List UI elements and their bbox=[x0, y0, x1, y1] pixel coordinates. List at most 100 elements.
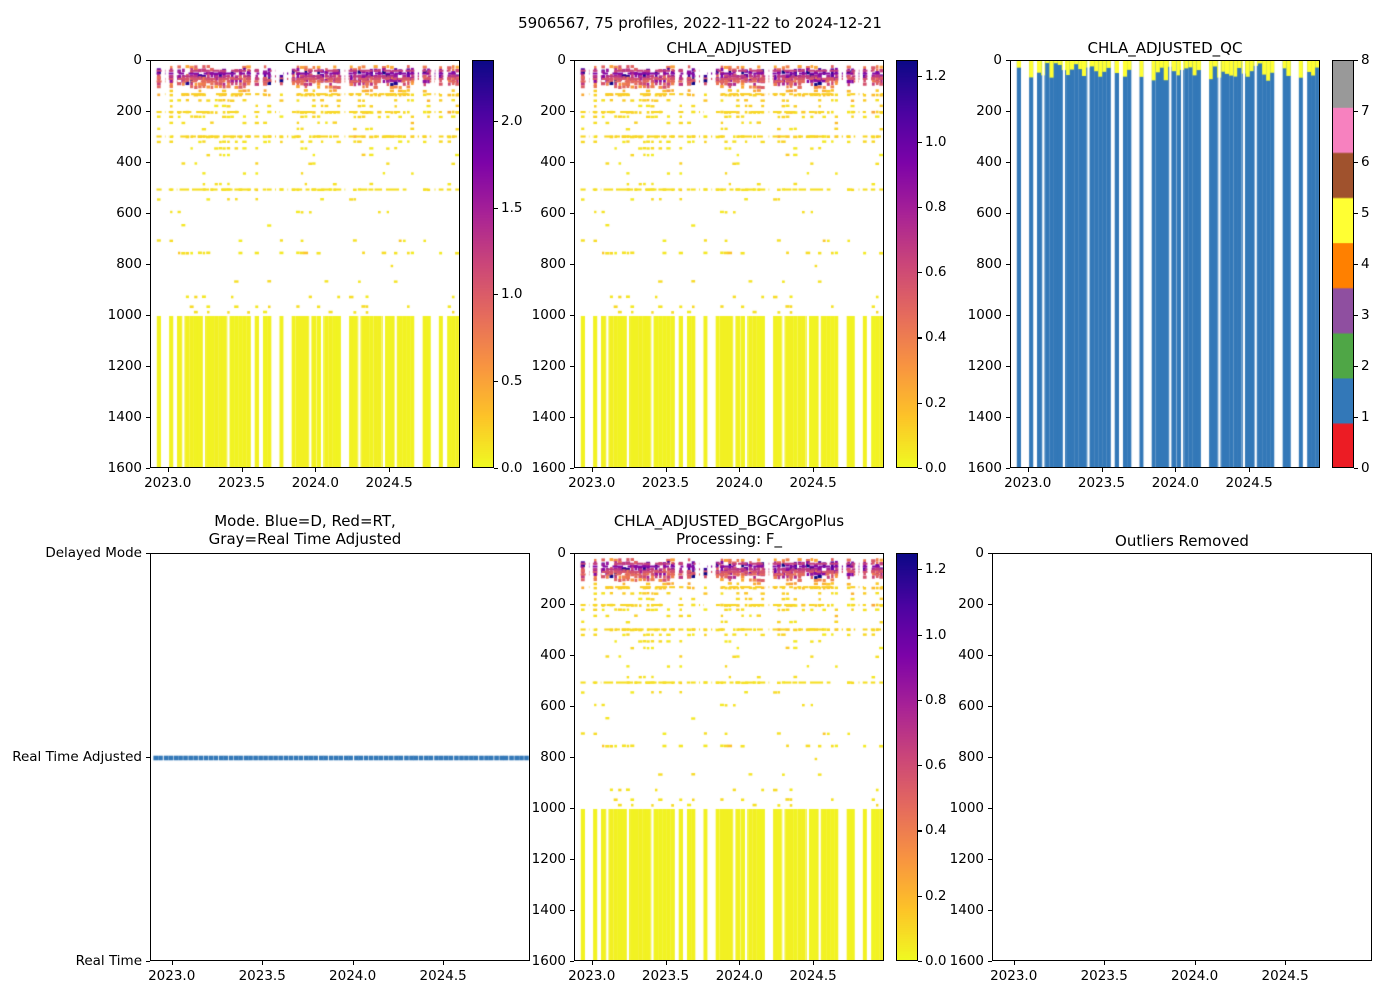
x-tick bbox=[813, 961, 815, 965]
x-tick bbox=[1249, 468, 1251, 472]
x-tick-label: 2023.0 bbox=[1004, 475, 1052, 491]
y-tick-label: 600 bbox=[958, 698, 984, 714]
colorbar-tick bbox=[1354, 60, 1358, 62]
y-tick bbox=[146, 264, 150, 266]
x-tick bbox=[443, 961, 445, 965]
x-tick-label: 2024.0 bbox=[291, 475, 339, 491]
chla-adjusted-qc-axes[interactable] bbox=[1010, 60, 1320, 468]
colorbar-tick-label: 0.0 bbox=[501, 460, 523, 476]
y-tick bbox=[570, 111, 574, 113]
x-tick-label: 2024.0 bbox=[715, 968, 763, 984]
y-tick bbox=[1006, 162, 1010, 164]
bgcargoplus-title: CHLA_ADJUSTED_BGCArgoPlus Processing: F_ bbox=[574, 512, 884, 548]
x-tick-label: 2023.0 bbox=[144, 475, 192, 491]
y-tick bbox=[146, 315, 150, 317]
chla-adjusted-qc-colorbar[interactable] bbox=[1332, 60, 1354, 468]
outliers-removed-title: Outliers Removed bbox=[1115, 532, 1249, 550]
colorbar-tick bbox=[918, 272, 922, 274]
chla-adjusted-colorbar[interactable] bbox=[896, 60, 918, 468]
colorbar-tick bbox=[1354, 366, 1358, 368]
chla-colorbar-gradient bbox=[473, 61, 493, 467]
x-tick-label: 2024.0 bbox=[1171, 968, 1219, 984]
y-tick-label: 0 bbox=[557, 545, 566, 561]
y-tick bbox=[1006, 468, 1010, 470]
y-tick bbox=[988, 706, 992, 708]
chla-title: CHLA bbox=[284, 39, 326, 57]
chla-heatmap bbox=[151, 61, 459, 467]
chla-axes[interactable] bbox=[150, 60, 460, 468]
x-tick bbox=[352, 961, 354, 965]
chla-adjusted-title: CHLA_ADJUSTED bbox=[666, 39, 792, 57]
mode-title-line2: Gray=Real Time Adjusted bbox=[208, 529, 402, 548]
mode-title: Mode. Blue=D, Red=RT, Gray=Real Time Adj… bbox=[150, 512, 460, 548]
colorbar-tick-label: 0.2 bbox=[925, 887, 947, 904]
y-tick-label: 800 bbox=[958, 749, 984, 765]
colorbar-tick-label: 0.8 bbox=[925, 198, 947, 215]
y-tick-label: 0 bbox=[993, 52, 1002, 68]
y-tick-label: 200 bbox=[540, 103, 566, 119]
colorbar-tick bbox=[918, 895, 922, 897]
y-tick bbox=[570, 808, 574, 810]
y-tick bbox=[1006, 60, 1010, 62]
x-tick bbox=[591, 961, 593, 965]
x-tick-label: 2024.5 bbox=[1261, 968, 1309, 984]
colorbar-tick-label: 2.0 bbox=[501, 112, 523, 129]
colorbar-tick-label: 0.6 bbox=[925, 264, 947, 281]
y-tick bbox=[570, 706, 574, 708]
y-tick-label: 400 bbox=[958, 647, 984, 663]
colorbar-tick-label: 1.5 bbox=[501, 199, 523, 216]
colorbar-tick bbox=[918, 634, 922, 636]
mode-axes[interactable] bbox=[150, 553, 530, 961]
x-tick bbox=[1101, 468, 1103, 472]
y-tick-label: 1600 bbox=[107, 460, 142, 476]
colorbar-tick bbox=[1354, 315, 1358, 317]
x-tick bbox=[813, 468, 815, 472]
y-tick bbox=[988, 808, 992, 810]
colorbar-tick bbox=[1354, 111, 1358, 113]
bgcargoplus-colorbar-gradient bbox=[897, 554, 917, 960]
y-tick bbox=[146, 468, 150, 470]
colorbar-tick-label: 0.5 bbox=[501, 373, 523, 390]
colorbar-tick bbox=[918, 141, 922, 143]
y-tick-label: 1000 bbox=[531, 307, 566, 323]
y-tick bbox=[570, 757, 574, 759]
x-tick-label: 2023.5 bbox=[217, 475, 266, 491]
y-tick bbox=[988, 757, 992, 759]
bgcargoplus-title-line2: Processing: F_ bbox=[675, 529, 783, 548]
x-tick-label: 2024.5 bbox=[789, 475, 837, 491]
colorbar-tick bbox=[1354, 162, 1358, 164]
bgcargoplus-axes[interactable] bbox=[574, 553, 884, 961]
colorbar-tick-label: 1.2 bbox=[925, 561, 947, 578]
colorbar-tick-label: 4 bbox=[1361, 256, 1370, 272]
y-tick-label: 600 bbox=[540, 698, 566, 714]
y-tick-label: 800 bbox=[540, 256, 566, 272]
colorbar-tick bbox=[918, 206, 922, 208]
outliers-removed-axes[interactable] bbox=[992, 553, 1372, 961]
y-tick-label: 600 bbox=[976, 205, 1002, 221]
chla-adjusted-axes[interactable] bbox=[574, 60, 884, 468]
y-tick-label: 200 bbox=[976, 103, 1002, 119]
x-tick-label: 2024.0 bbox=[715, 475, 763, 491]
y-tick-label: 1400 bbox=[531, 902, 566, 918]
chla-adjusted-qc-colorbar-swatches bbox=[1333, 61, 1353, 467]
colorbar-tick bbox=[494, 207, 498, 209]
colorbar-tick-label: 3 bbox=[1361, 307, 1370, 323]
x-tick-label: 2023.5 bbox=[641, 475, 690, 491]
y-tick bbox=[1006, 213, 1010, 215]
y-tick-label: 1200 bbox=[531, 851, 566, 867]
colorbar-tick bbox=[918, 699, 922, 701]
y-tick bbox=[570, 604, 574, 606]
bgcargoplus-title-line1: CHLA_ADJUSTED_BGCArgoPlus bbox=[613, 512, 845, 530]
x-tick bbox=[262, 961, 264, 965]
y-tick bbox=[988, 961, 992, 963]
x-tick-label: 2024.5 bbox=[789, 968, 837, 984]
x-tick-label: 2023.5 bbox=[238, 968, 286, 984]
colorbar-tick-label: 0.4 bbox=[925, 822, 947, 839]
chla-adjusted-qc-title: CHLA_ADJUSTED_QC bbox=[1087, 39, 1243, 57]
chla-colorbar[interactable] bbox=[472, 60, 494, 468]
bgcargoplus-colorbar[interactable] bbox=[896, 553, 918, 961]
y-tick bbox=[570, 655, 574, 657]
y-tick bbox=[570, 961, 574, 963]
y-tick-label: Real Time Adjusted bbox=[12, 749, 142, 765]
